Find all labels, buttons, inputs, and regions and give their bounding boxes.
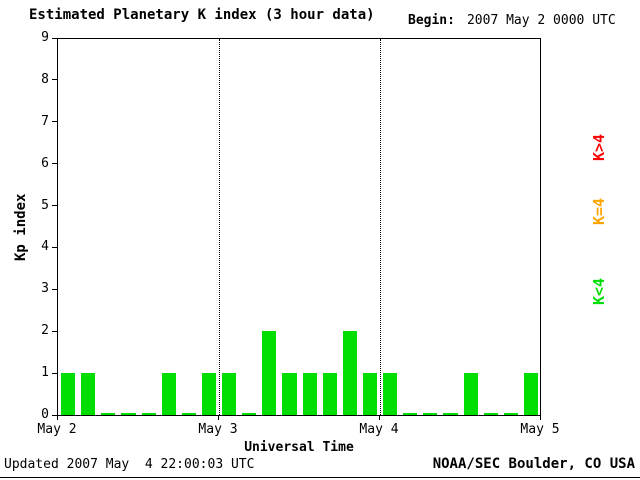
x-axis-label: Universal Time xyxy=(244,440,354,455)
y-tick xyxy=(52,79,57,81)
plot-area xyxy=(57,38,541,416)
y-tick xyxy=(52,163,57,165)
day-divider xyxy=(219,39,220,415)
kp-bar-zero xyxy=(101,413,116,415)
y-tick-label: 3 xyxy=(41,281,49,297)
kp-bar xyxy=(201,373,216,415)
y-tick-label: 1 xyxy=(41,365,49,381)
kp-bar-zero xyxy=(483,413,498,415)
x-tick-label: May 4 xyxy=(359,422,399,437)
y-tick-label: 7 xyxy=(41,113,49,129)
day-divider xyxy=(380,39,381,415)
y-axis-label: Kp index xyxy=(13,193,29,261)
kp-bar xyxy=(463,373,478,415)
y-tick xyxy=(52,37,57,39)
x-tick-label: May 3 xyxy=(198,422,238,437)
y-tick-label: 8 xyxy=(41,71,49,87)
y-tick-label: 2 xyxy=(41,323,49,339)
kp-bar-zero xyxy=(403,413,418,415)
kp-bar-zero xyxy=(242,413,257,415)
kp-bar xyxy=(342,331,357,415)
kp-bar-zero xyxy=(503,413,518,415)
y-tick xyxy=(52,330,57,332)
legend-k-lt-4: K<4 xyxy=(590,277,608,305)
x-tick-label: May 5 xyxy=(520,422,560,437)
kp-bar xyxy=(81,373,96,415)
x-tick xyxy=(57,415,58,420)
y-tick-label: 5 xyxy=(41,197,49,213)
x-tick-label: May 2 xyxy=(37,422,77,437)
y-tick xyxy=(52,372,57,374)
kp-bar-zero xyxy=(121,413,136,415)
x-tick xyxy=(218,415,219,420)
kp-bar xyxy=(161,373,176,415)
y-tick-label: 4 xyxy=(41,239,49,255)
kp-bar-zero xyxy=(443,413,458,415)
y-tick xyxy=(52,414,57,416)
y-tick xyxy=(52,121,57,123)
y-tick xyxy=(52,288,57,290)
updated-timestamp: Updated 2007 May 4 22:00:03 UTC xyxy=(4,457,255,472)
kp-bar xyxy=(61,373,76,415)
kp-bar-zero xyxy=(181,413,196,415)
kp-bar-zero xyxy=(141,413,156,415)
kp-bar xyxy=(222,373,237,415)
y-tick-label: 9 xyxy=(41,30,49,45)
begin-time: Begin: 2007 May 2 0000 UTC xyxy=(408,13,616,28)
kp-bar xyxy=(383,373,398,415)
kp-bar xyxy=(322,373,337,415)
begin-value: 2007 May 2 0000 UTC xyxy=(466,13,616,28)
kp-bar xyxy=(523,373,538,415)
y-tick-label: 0 xyxy=(41,407,49,422)
legend-k-eq-4: K=4 xyxy=(590,197,608,225)
credit-text: NOAA/SEC Boulder, CO USA xyxy=(432,456,635,472)
y-tick xyxy=(52,246,57,248)
kp-bar xyxy=(282,373,297,415)
kp-bar xyxy=(362,373,377,415)
kp-bar-zero xyxy=(423,413,438,415)
kp-bar xyxy=(262,331,277,415)
begin-label: Begin: xyxy=(408,13,455,28)
bottom-border-line xyxy=(0,477,640,478)
kp-bar xyxy=(302,373,317,415)
y-tick-label: 6 xyxy=(41,155,49,171)
legend-k-gt-4: K>4 xyxy=(590,133,608,161)
y-tick xyxy=(52,205,57,207)
chart-title: Estimated Planetary K index (3 hour data… xyxy=(29,7,375,23)
x-tick xyxy=(379,415,380,420)
x-tick xyxy=(540,415,541,420)
